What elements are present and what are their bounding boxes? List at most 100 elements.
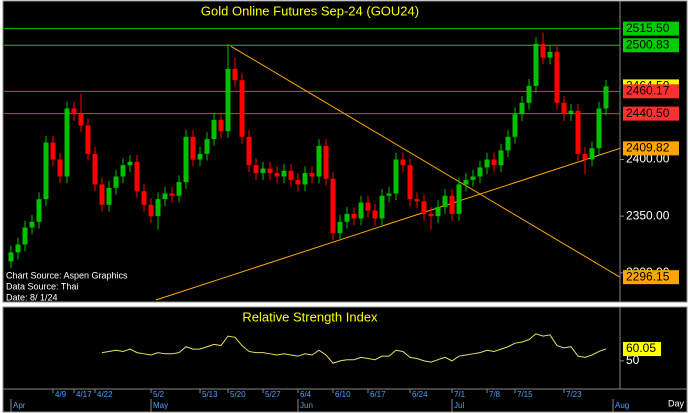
candle-body [379, 195, 385, 219]
candle-body [15, 244, 21, 253]
value-tag-bg [623, 342, 661, 357]
candle-body [113, 176, 119, 188]
candle-body [470, 176, 476, 180]
candle-body [274, 173, 280, 177]
candle-body [526, 85, 532, 103]
candle-body [148, 204, 154, 217]
candle-body [106, 187, 112, 205]
candle-body [358, 202, 364, 219]
candle-body [554, 51, 560, 103]
candle-body [239, 80, 245, 137]
candle-body [64, 108, 70, 177]
candle-body [407, 165, 413, 200]
x-tick-label: 6/24 [412, 390, 428, 399]
candle-body [323, 145, 329, 179]
candle-body [561, 102, 567, 115]
trendline [230, 45, 620, 278]
candle-body [211, 119, 217, 140]
x-tick-label: 4/22 [97, 390, 113, 399]
main-panel [2, 0, 688, 303]
candle-body [85, 125, 91, 154]
candle-body [260, 168, 266, 174]
candle-body [547, 51, 553, 58]
x-tick-label: 5/20 [230, 390, 246, 399]
candle-body [589, 148, 595, 160]
x-tick-label: 7/8 [489, 390, 501, 399]
x-tick-label: 5/13 [202, 390, 218, 399]
trendline [155, 147, 620, 301]
candle-body [533, 43, 539, 86]
rsi-title: Relative Strength Index [242, 309, 378, 324]
candle-body [78, 114, 84, 126]
candle-body [155, 199, 161, 217]
candle-body [71, 108, 77, 115]
annotation: Data Source: Thai [6, 281, 78, 291]
candle-body [204, 139, 210, 154]
candle-body [372, 210, 378, 219]
candle-body [582, 153, 588, 160]
candle-body [267, 168, 273, 174]
price-tag: 2296.15 [626, 269, 670, 283]
price-tag: 2515.50 [626, 21, 670, 35]
candle-body [435, 207, 441, 217]
candle-body [344, 213, 350, 222]
candle-body [568, 110, 574, 115]
month-label: Apr [13, 401, 26, 410]
x-tick-label: 7/15 [517, 390, 533, 399]
x-axis-label: Day [668, 398, 685, 408]
date-strip [2, 388, 688, 413]
price-tag-bg [623, 21, 679, 36]
price-tag: 2500.83 [626, 37, 670, 51]
candle-body [540, 43, 546, 58]
y-tick-label: 50 [626, 353, 640, 367]
candle-body [99, 184, 105, 205]
chart-title: Gold Online Futures Sep-24 (GOU24) [201, 3, 419, 18]
candle-body [288, 170, 294, 180]
candle-body [190, 136, 196, 160]
candle-body [183, 136, 189, 183]
price-tag-bg [623, 84, 679, 99]
candle-body [463, 179, 469, 185]
price-tag: 2440.50 [626, 106, 670, 120]
candle-body [414, 199, 420, 202]
price-tag-bg [623, 270, 679, 285]
candle-body [498, 150, 504, 166]
candle-body [456, 184, 462, 214]
x-tick-label: 6/10 [335, 390, 351, 399]
candle-body [176, 182, 182, 196]
x-tick-label: 4/17 [76, 390, 92, 399]
price-tag: 2409.82 [626, 141, 670, 155]
candle-body [309, 173, 315, 177]
candle-body [449, 195, 455, 214]
candle-body [218, 119, 224, 132]
candle-body [162, 193, 168, 200]
candle-body [134, 161, 140, 192]
candle-body [43, 142, 49, 200]
candle-body [36, 199, 42, 222]
candle-body [519, 102, 525, 115]
annotation: Date: 8/ 1/24 [6, 292, 58, 302]
candle-body [141, 191, 147, 205]
candle-body [603, 86, 609, 109]
candle-body [8, 252, 14, 262]
month-label: Jun [300, 401, 313, 410]
x-tick-label: 5/27 [265, 390, 281, 399]
candle-body [393, 159, 399, 194]
month-label: Aug [615, 401, 629, 410]
price-tag-bg [623, 141, 679, 156]
plot-area [101, 333, 607, 364]
x-tick-label: 4/9 [55, 390, 67, 399]
candle-body [596, 108, 602, 149]
candle-body [22, 227, 28, 245]
candle-body [232, 68, 238, 81]
candle-body [246, 136, 252, 166]
month-label: Jul [454, 401, 464, 410]
price-tag: 2460.17 [626, 83, 670, 97]
candle-body [428, 213, 434, 217]
candle-body [57, 159, 63, 177]
x-tick-label: 7/1 [454, 390, 466, 399]
candle-body [386, 193, 392, 196]
candle-body [29, 221, 35, 228]
candle-body [197, 153, 203, 160]
